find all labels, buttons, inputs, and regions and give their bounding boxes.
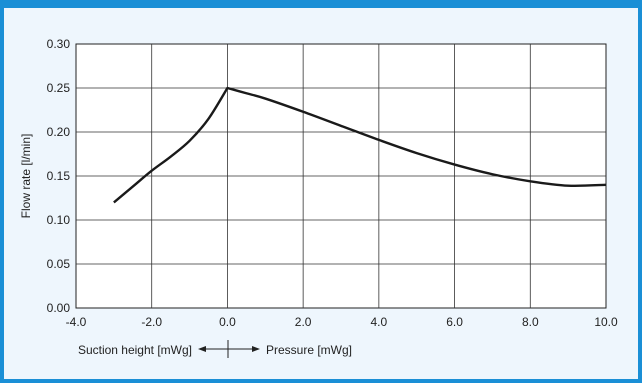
- x-axis-title-suction: Suction height [mWg]: [78, 343, 192, 357]
- x-tick-label: 4.0: [371, 315, 388, 329]
- y-tick-label: 0.20: [47, 125, 71, 139]
- y-tick-label: 0.15: [47, 169, 71, 183]
- x-tick-labels: -4.0 -2.0 0.0 2.0 4.0 6.0 8.0 10.0: [66, 315, 618, 329]
- y-tick-label: 0.10: [47, 213, 71, 227]
- x-tick-label: 8.0: [522, 315, 539, 329]
- y-tick-label: 0.25: [47, 81, 71, 95]
- y-tick-labels: 0.00 0.05 0.10 0.15 0.20 0.25 0.30: [47, 37, 71, 315]
- x-tick-label: -4.0: [66, 315, 87, 329]
- series-line-flow-rate: [113, 86, 607, 204]
- y-tick-label: 0.05: [47, 257, 71, 271]
- x-tick-label: 6.0: [446, 315, 463, 329]
- direction-arrow-indicator: [198, 340, 260, 358]
- x-axis-title-pressure: Pressure [mWg]: [266, 343, 352, 357]
- x-tick-label: 0.0: [219, 315, 236, 329]
- y-axis-title: Flow rate [l/min]: [19, 134, 33, 219]
- x-tick-label: -2.0: [141, 315, 162, 329]
- y-tick-label: 0.30: [47, 37, 71, 51]
- x-tick-label: 10.0: [594, 315, 618, 329]
- y-tick-label: 0.00: [47, 301, 71, 315]
- x-tick-label: 2.0: [295, 315, 312, 329]
